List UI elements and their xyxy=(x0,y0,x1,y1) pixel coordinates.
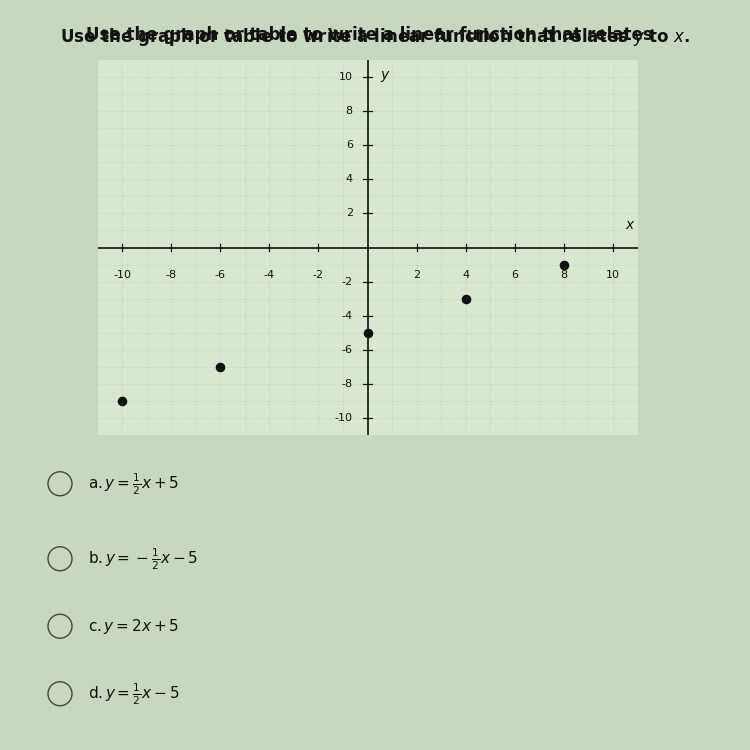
Text: 8: 8 xyxy=(346,106,352,116)
Text: -2: -2 xyxy=(313,270,324,280)
Text: Use the graph or table to write a linear function that relates $y$ to $x$.: Use the graph or table to write a linear… xyxy=(60,26,690,48)
Text: -4: -4 xyxy=(264,270,275,280)
Text: 6: 6 xyxy=(512,270,518,280)
Text: -4: -4 xyxy=(342,310,352,321)
Text: -2: -2 xyxy=(342,277,352,286)
Text: 4: 4 xyxy=(346,174,352,184)
Text: 10: 10 xyxy=(339,72,352,82)
Text: d.$\,y = \frac{1}{2}x - 5$: d.$\,y = \frac{1}{2}x - 5$ xyxy=(88,681,180,706)
Text: -8: -8 xyxy=(166,270,177,280)
Text: b.$\,y = -\frac{1}{2}x - 5$: b.$\,y = -\frac{1}{2}x - 5$ xyxy=(88,546,199,572)
Text: 2: 2 xyxy=(346,209,352,218)
Point xyxy=(116,395,128,407)
Text: Use the graph or table to write a linear function that relates: Use the graph or table to write a linear… xyxy=(86,26,664,44)
Text: 4: 4 xyxy=(462,270,470,280)
Text: -6: -6 xyxy=(214,270,226,280)
Text: 6: 6 xyxy=(346,140,352,150)
Text: a.$\,y = \frac{1}{2}x + 5$: a.$\,y = \frac{1}{2}x + 5$ xyxy=(88,471,180,496)
Point xyxy=(460,292,472,304)
Text: $x$: $x$ xyxy=(626,218,636,232)
Text: $y$: $y$ xyxy=(380,68,391,83)
Point xyxy=(558,259,570,271)
Text: 10: 10 xyxy=(606,270,620,280)
Text: -10: -10 xyxy=(334,413,352,423)
Text: 2: 2 xyxy=(413,270,420,280)
Text: 8: 8 xyxy=(560,270,568,280)
Text: -8: -8 xyxy=(342,379,352,388)
Point xyxy=(214,361,226,373)
Text: c.$\,y = 2x + 5$: c.$\,y = 2x + 5$ xyxy=(88,616,180,636)
Text: -6: -6 xyxy=(342,345,352,355)
Point xyxy=(362,327,374,339)
Text: -10: -10 xyxy=(113,270,131,280)
